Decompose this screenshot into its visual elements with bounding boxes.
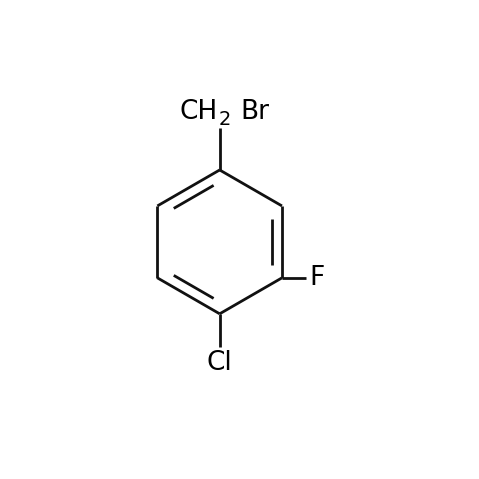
Text: CH: CH [180,99,218,125]
Text: 2: 2 [218,110,230,129]
Text: Br: Br [240,99,269,125]
Text: F: F [309,265,324,291]
Text: Cl: Cl [207,350,232,376]
